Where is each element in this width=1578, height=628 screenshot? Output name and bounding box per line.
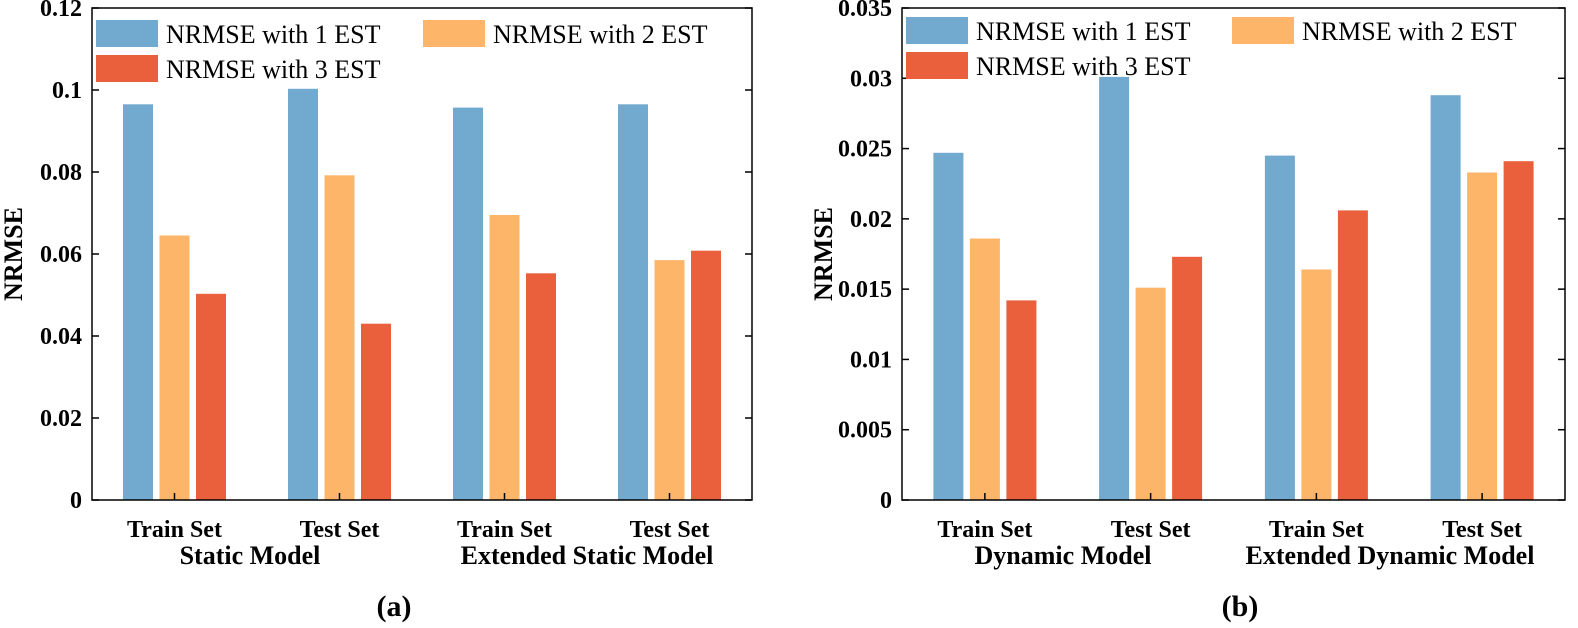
y-tick-label: 0 — [70, 488, 82, 514]
y-tick-label: 0.015 — [838, 277, 892, 303]
bar-series2-1 — [969, 238, 1000, 500]
y-tick-label: 0.02 — [850, 207, 892, 233]
bar-series1-3 — [1264, 155, 1295, 500]
bar-series2-3 — [1301, 269, 1332, 500]
bar-series1-4 — [1430, 95, 1461, 500]
bar-series3-1 — [1006, 300, 1037, 500]
legend-swatch-series2 — [423, 20, 485, 47]
legend-label-series2: NRMSE with 2 EST — [1302, 17, 1517, 46]
bar-series3-3 — [526, 273, 556, 500]
group-label: Extended Dynamic Model — [1246, 541, 1535, 570]
legend-label-series1: NRMSE with 1 EST — [976, 17, 1191, 46]
bar-series3-2 — [361, 323, 391, 500]
y-tick-label: 0.005 — [838, 418, 892, 444]
bar-series1-2 — [1099, 76, 1130, 501]
y-tick-label: 0.02 — [40, 406, 82, 432]
bar-series3-3 — [1337, 210, 1368, 500]
x-tick-label: Train Set — [457, 517, 552, 543]
bar-series1-3 — [453, 107, 483, 500]
y-axis-label: NRMSE — [809, 207, 838, 301]
bar-series2-1 — [159, 235, 190, 500]
bar-series2-2 — [324, 175, 355, 501]
legend: NRMSE with 1 EST NRMSE with 2 EST NRMSE wi… — [906, 17, 1517, 81]
x-tick-label: Train Set — [1269, 517, 1364, 543]
x-tick-label: Test Set — [630, 517, 710, 543]
group-label: Extended Static Model — [461, 541, 714, 570]
x-tick-label: Train Set — [937, 517, 1032, 543]
legend-label-series2: NRMSE with 2 EST — [493, 20, 708, 49]
group-label: Dynamic Model — [975, 541, 1152, 570]
y-tick-label: 0.08 — [40, 160, 82, 186]
y-tick-label: 0.06 — [40, 242, 82, 268]
bar-series2-4 — [1467, 172, 1498, 500]
bar-series1-4 — [618, 104, 648, 501]
legend-swatch-series3 — [906, 52, 968, 79]
bar-series2-3 — [489, 215, 520, 500]
y-tick-label: 0.04 — [40, 324, 82, 350]
group-label: Static Model — [180, 541, 321, 570]
legend: NRMSE with 1 EST NRMSE with 2 EST NRMSE wi… — [96, 20, 708, 84]
legend-swatch-series1 — [906, 17, 968, 44]
y-tick-label: 0 — [880, 488, 892, 514]
bar-series3-4 — [1503, 161, 1534, 500]
bar-series1-2 — [288, 88, 318, 501]
x-tick-label: Test Set — [1442, 517, 1522, 543]
y-axis-label: NRMSE — [0, 207, 28, 301]
bar-series2-4 — [654, 260, 685, 500]
panel-label: (b) — [1222, 590, 1259, 623]
legend-label-series3: NRMSE with 3 EST — [166, 55, 381, 84]
legend-label-series1: NRMSE with 1 EST — [166, 20, 381, 49]
bar-series3-4 — [691, 250, 721, 500]
x-tick-label: Train Set — [127, 517, 222, 543]
bar-series1-1 — [123, 104, 153, 501]
y-tick-label: 0.025 — [838, 137, 892, 163]
legend-swatch-series3 — [96, 55, 158, 82]
y-tick-label: 0.035 — [838, 0, 892, 22]
plot-frame — [901, 7, 1566, 501]
chart-panel-b: 0 0.005 0.01 0.015 0.02 0.025 0.03 0.035 Train S… — [809, 0, 1566, 623]
bar-series2-2 — [1135, 287, 1166, 500]
legend-swatch-series1 — [96, 20, 158, 47]
bar-series3-2 — [1172, 256, 1203, 500]
y-tick-label: 0.1 — [52, 78, 82, 104]
y-tick-label: 0.03 — [850, 66, 892, 92]
bar-series1-1 — [933, 152, 964, 501]
panel-label: (a) — [377, 590, 412, 623]
legend-label-series3: NRMSE with 3 EST — [976, 52, 1191, 81]
chart-panel-a: 0 0.02 0.04 0.06 0.08 0.1 0.12 Train Set Test Se… — [0, 0, 753, 623]
y-tick-label: 0.01 — [850, 347, 892, 373]
x-tick-label: Test Set — [300, 517, 380, 543]
y-tick-label: 0.12 — [40, 0, 82, 22]
x-tick-label: Test Set — [1111, 517, 1191, 543]
bar-series3-1 — [196, 293, 226, 500]
legend-swatch-series2 — [1232, 17, 1294, 44]
